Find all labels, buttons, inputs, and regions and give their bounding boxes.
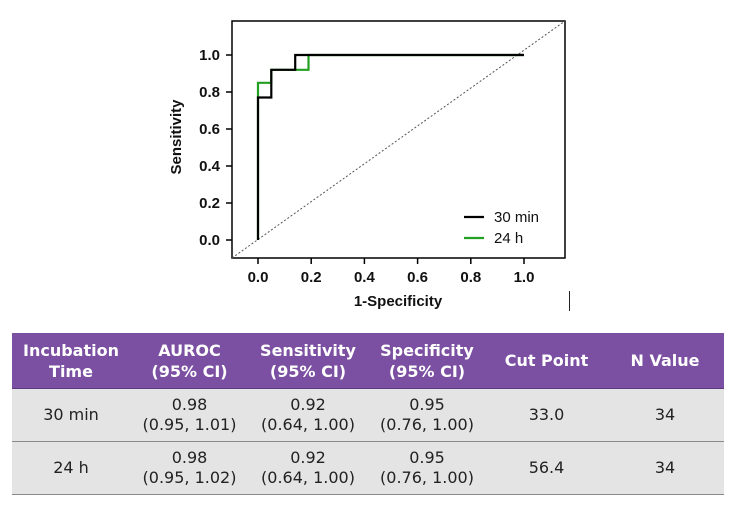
x-tick-label: 0.6 — [407, 269, 428, 286]
y-tick-label: 0.2 — [199, 195, 220, 212]
table-header-row: Incubation Time AUROC (95% CI) Sensitivity (9… — [12, 333, 724, 389]
x-tick-label: 1.0 — [514, 269, 535, 286]
text-cursor — [569, 291, 570, 311]
reference-diagonal — [231, 20, 566, 259]
table-cell-text: 30 min — [43, 405, 99, 424]
column-header-text: AUROC — [158, 340, 221, 360]
table-cell-text: (0.64, 1.00) — [261, 415, 355, 434]
table-cell: 34 — [606, 441, 724, 495]
table-cell-text: 56.4 — [528, 458, 565, 477]
legend: 30 min 24 h — [464, 209, 539, 247]
column-header-text: Cut Point — [504, 351, 589, 370]
table-cell-text: 24 h — [53, 458, 89, 477]
y-tick-label: 0.4 — [199, 158, 221, 175]
column-header-text: Sensitivity — [260, 340, 356, 360]
table-cell-text: 33.0 — [528, 405, 565, 424]
table-cell-text: (0.95, 1.01) — [142, 415, 237, 434]
column-header: Specificity (95% CI) — [367, 333, 487, 389]
table-cell-text: 0.92 — [290, 448, 326, 467]
column-header-text: (95% CI) — [269, 361, 347, 381]
table-cell: 0.95 (0.76, 1.00) — [367, 441, 487, 495]
table-cell-text: (0.76, 1.00) — [380, 468, 474, 487]
table-cell-text: (0.64, 1.00) — [261, 468, 355, 487]
table-cell: 0.92 (0.64, 1.00) — [249, 441, 367, 495]
y-tick-label: 0.6 — [199, 121, 220, 138]
column-header-text: (95% CI) — [388, 361, 466, 381]
table-cell: 56.4 — [487, 441, 606, 495]
roc-chart: 0.0 0.2 0.4 0.6 0.8 1.0 0.0 0.2 0.4 0.6 0.8 1.0 30… — [168, 20, 566, 310]
table-cell-text: 34 — [654, 458, 676, 477]
table-cell-text: 0.95 — [409, 448, 445, 467]
series-layer — [256, 53, 524, 240]
table-cell: 0.98 (0.95, 1.02) — [130, 441, 249, 495]
column-header-text: N Value — [630, 351, 700, 370]
x-axis-title: 1-Specificity — [354, 293, 443, 310]
column-header: Cut Point — [487, 333, 606, 389]
column-header: Sensitivity (95% CI) — [249, 333, 367, 389]
table-row: 30 min 0.98 (0.95, 1.01) 0.92 (0.64, 1.00) 0.… — [12, 388, 724, 442]
table-cell: 24 h — [12, 441, 130, 495]
table-cell-text: 34 — [654, 405, 676, 424]
table-cell-text: 0.95 — [409, 395, 445, 414]
series-line-30-min — [256, 53, 524, 240]
table-cell: 0.92 (0.64, 1.00) — [249, 388, 367, 442]
table-cell-text: 0.98 — [171, 395, 208, 414]
results-table: Incubation Time AUROC (95% CI) Sensitivity (9… — [12, 333, 724, 495]
plot-frame — [231, 20, 566, 259]
x-tick-label: 0.0 — [248, 269, 269, 286]
y-tick-label: 1.0 — [199, 47, 220, 64]
x-tick-label: 0.2 — [301, 269, 322, 286]
table-cell: 0.95 (0.76, 1.00) — [367, 388, 487, 442]
y-axis: 0.0 0.2 0.4 0.6 0.8 1.0 — [199, 47, 232, 249]
table-cell: 34 — [606, 388, 724, 442]
table-cell: 33.0 — [487, 388, 606, 442]
x-tick-label: 0.4 — [354, 269, 376, 286]
column-header: N Value — [606, 333, 724, 389]
legend-label: 24 h — [494, 230, 523, 247]
column-header-text: Time — [49, 361, 93, 381]
table-cell: 0.98 (0.95, 1.01) — [130, 388, 249, 442]
table-cell: 30 min — [12, 388, 130, 442]
column-header: Incubation Time — [12, 333, 130, 389]
y-tick-label: 0.0 — [199, 232, 220, 249]
table-cell-text: 0.98 — [171, 448, 208, 467]
column-header-text: Specificity — [380, 340, 474, 360]
series-line-24-h — [256, 53, 524, 240]
y-tick-label: 0.8 — [199, 84, 220, 101]
table-cell-text: (0.76, 1.00) — [380, 415, 474, 434]
table-row: 24 h 0.98 (0.95, 1.02) 0.92 (0.64, 1.00) 0.95… — [12, 441, 724, 495]
table-cell-text: (0.95, 1.02) — [142, 468, 237, 487]
legend-label: 30 min — [494, 209, 539, 226]
x-axis: 0.0 0.2 0.4 0.6 0.8 1.0 — [248, 258, 535, 286]
column-header-text: (95% CI) — [151, 361, 228, 381]
column-header-text: Incubation — [23, 340, 119, 360]
x-tick-label: 0.8 — [460, 269, 481, 286]
column-header: AUROC (95% CI) — [130, 333, 249, 389]
table-cell-text: 0.92 — [290, 395, 326, 414]
y-axis-title: Sensitivity — [168, 99, 185, 175]
